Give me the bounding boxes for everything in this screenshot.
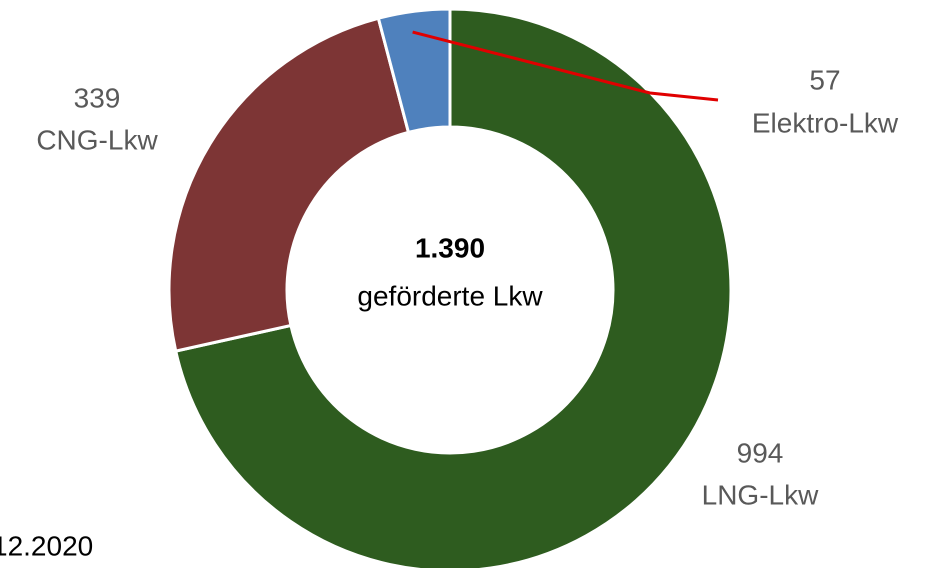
value-label: 994 [737, 437, 784, 468]
category-label: LNG-Lkw [702, 479, 819, 510]
slice [376, 7, 452, 135]
center-text: geförderte Lkw [357, 280, 543, 311]
slice [167, 16, 411, 353]
leader-line [412, 30, 719, 102]
category-label: CNG-Lkw [36, 124, 158, 155]
slice [173, 7, 733, 568]
value-label: 339 [74, 82, 121, 113]
footnote: 12.2020 [0, 530, 93, 561]
value-label: 57 [809, 64, 840, 95]
center-value: 1.390 [415, 232, 485, 263]
slices [167, 7, 733, 568]
category-label: Elektro-Lkw [752, 107, 899, 138]
